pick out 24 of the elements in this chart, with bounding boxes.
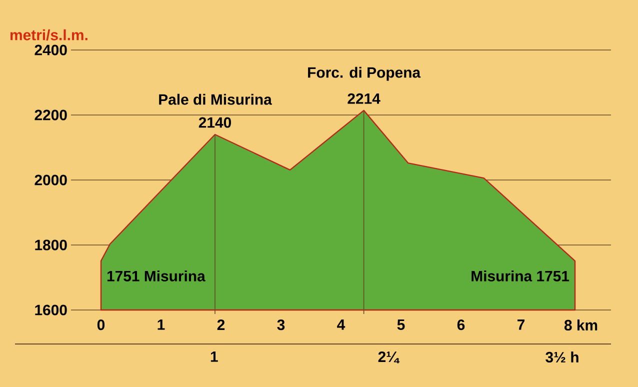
- y-tick-label: 1800: [35, 240, 67, 250]
- x-tick-label: 2: [217, 320, 225, 330]
- x-tick-label: 1: [158, 320, 165, 330]
- x2-tick-label: 1: [210, 352, 218, 362]
- x2-tick-label: 3½ h: [546, 352, 578, 363]
- x-tick-label: 3: [277, 320, 285, 330]
- x-tick-label: 0: [97, 320, 105, 330]
- data-label: 2140: [198, 117, 231, 128]
- x-tick-label: 8 km: [564, 320, 598, 330]
- annotation: 1751 Misurina: [107, 270, 206, 282]
- y-tick-label: 2000: [34, 174, 67, 186]
- data-label: 2214: [348, 93, 380, 104]
- x-tick-label: 4: [337, 320, 346, 330]
- y-tick-label: 2400: [34, 44, 67, 56]
- y-tick-label: 2200: [34, 110, 67, 120]
- x-tick-label: 6: [457, 320, 465, 330]
- x-tick-label: 7: [517, 320, 525, 330]
- y-tick-label: 1600: [35, 304, 67, 316]
- y-axis-title: metri/s.l.m.: [10, 29, 88, 40]
- ref-line-label: Forc. di Popena: [308, 66, 421, 81]
- x2-tick-label: 2¼: [378, 352, 400, 364]
- ref-line-label: Pale di Misurina: [159, 94, 272, 105]
- x-tick-label: 5: [397, 320, 405, 330]
- annotation: Misurina 1751: [472, 270, 570, 282]
